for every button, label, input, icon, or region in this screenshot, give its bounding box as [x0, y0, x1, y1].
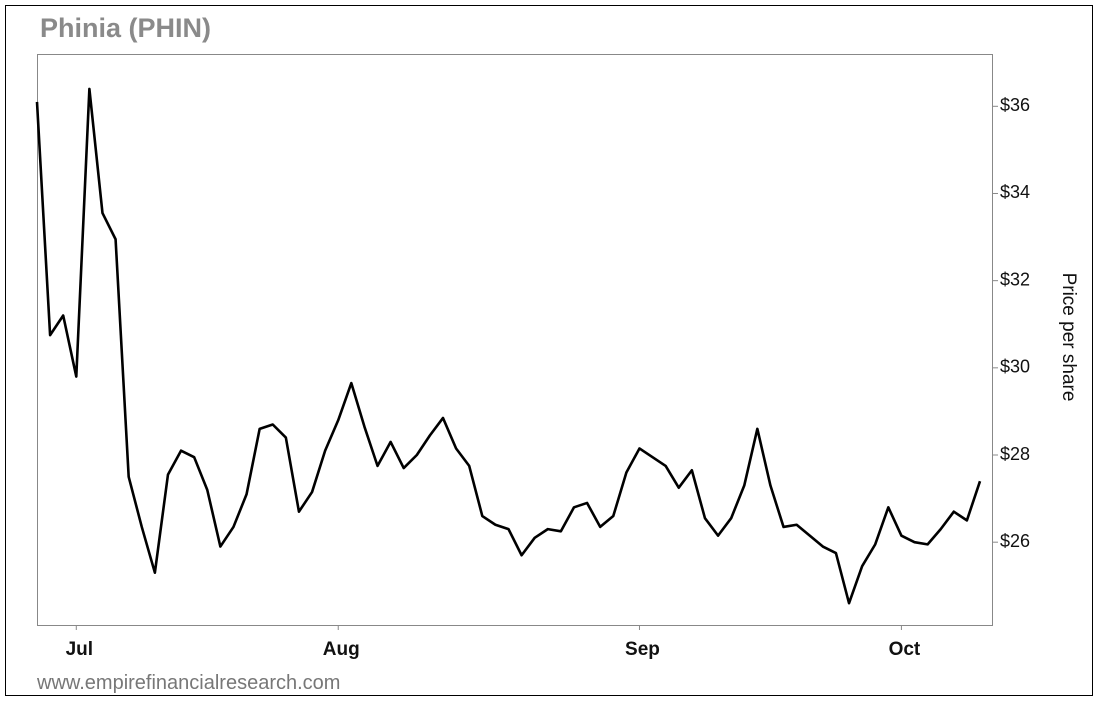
frame [5, 5, 1093, 696]
plot-area [37, 54, 993, 626]
chart-title: Phinia (PHIN) [40, 13, 211, 43]
price-line [35, 87, 982, 605]
y-tick-label: $30 [1000, 357, 1030, 377]
x-tick-label: Aug [323, 639, 360, 660]
source: www.empirefinancialresearch.com [36, 672, 340, 694]
y-tick-label: $36 [1000, 95, 1030, 115]
y-tick-label: $28 [1000, 444, 1030, 464]
y-axis-label: Price per share [1058, 273, 1079, 402]
y-tick-label: $26 [1000, 531, 1030, 551]
x-tick-label: Oct [889, 639, 921, 660]
y-tick-label: $34 [1000, 182, 1030, 202]
x-tick-label: Jul [66, 639, 93, 660]
x-tick-label: Sep [625, 639, 660, 660]
y-tick-label: $32 [1000, 269, 1030, 289]
